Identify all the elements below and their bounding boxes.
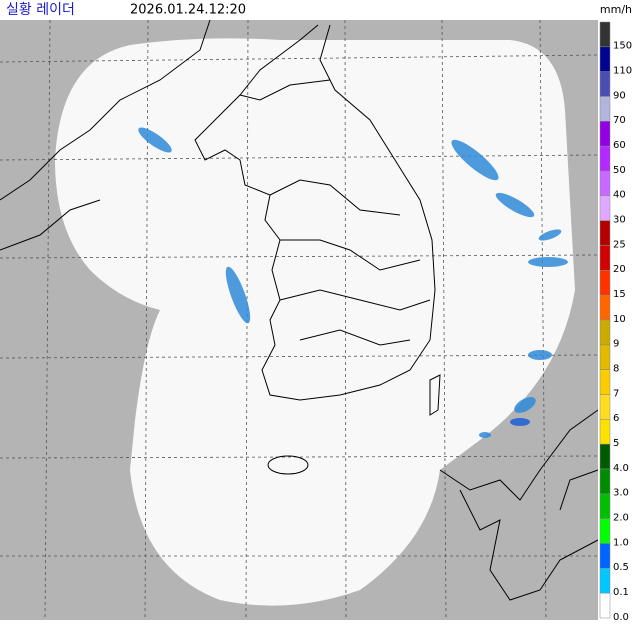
legend-swatch — [599, 71, 611, 97]
header-bar — [0, 0, 635, 20]
legend-label: 1.0 — [613, 537, 629, 548]
legend-swatch — [599, 195, 611, 221]
legend-label: 10 — [613, 314, 626, 325]
legend-label: 70 — [613, 115, 626, 126]
legend-swatch — [599, 294, 611, 321]
legend-label: 6 — [613, 413, 619, 424]
timestamp: 2026.01.24.12:20 — [130, 3, 246, 18]
legend-swatch — [599, 468, 611, 495]
legend-label: 3.0 — [613, 488, 629, 499]
legend-swatch — [599, 170, 611, 197]
legend-label: 4.0 — [613, 463, 629, 474]
legend-swatch — [599, 543, 611, 569]
legend-swatch — [599, 443, 611, 470]
legend-swatch — [599, 592, 611, 619]
coastlines — [0, 19, 599, 601]
legend-label: 0.1 — [613, 587, 629, 598]
legend-label: 8 — [613, 363, 619, 374]
title: 실황 레이더 — [6, 2, 75, 18]
legend-swatch — [599, 245, 611, 271]
legend-label: 40 — [613, 190, 626, 201]
legend-swatch — [599, 96, 611, 122]
legend-label: 50 — [613, 165, 626, 176]
legend-swatch — [599, 344, 611, 370]
legend-swatch — [599, 493, 611, 519]
radar-coverage — [55, 38, 575, 606]
legend-swatch — [599, 220, 611, 246]
legend: 150 110 90 70 60 50 40 30 25 20 15 10 9 8 7 6 5 4.0 3.0 2.0… — [598, 20, 635, 623]
legend-label: 9 — [613, 339, 619, 350]
legend-label: 5 — [613, 438, 619, 449]
legend-label: 0.0 — [613, 612, 629, 620]
legend-label: 2.0 — [613, 512, 629, 523]
legend-swatch — [599, 21, 611, 48]
legend-label: 25 — [613, 239, 626, 250]
legend-swatch — [599, 518, 611, 544]
legend-label: 110 — [613, 65, 632, 76]
legend-label: 90 — [613, 90, 626, 101]
legend-label: 7 — [613, 388, 619, 399]
legend-label: 0.5 — [613, 562, 629, 573]
map — [0, 19, 599, 621]
legend-swatch — [599, 419, 611, 445]
legend-swatch — [599, 568, 611, 594]
legend-swatch — [599, 369, 611, 395]
legend-label: 30 — [613, 214, 626, 225]
rain-echoes — [138, 127, 568, 438]
legend-label: 15 — [613, 289, 626, 300]
legend-swatch — [599, 121, 611, 147]
legend-swatch — [599, 319, 611, 346]
legend-swatch — [599, 46, 611, 72]
legend-label: 60 — [613, 140, 626, 151]
legend-swatch — [599, 270, 611, 296]
legend-swatch — [599, 145, 611, 172]
legend-label: 20 — [613, 264, 626, 275]
unit: mm/h — [600, 3, 632, 16]
legend-swatch — [599, 394, 611, 420]
legend-label: 150 — [613, 41, 632, 52]
